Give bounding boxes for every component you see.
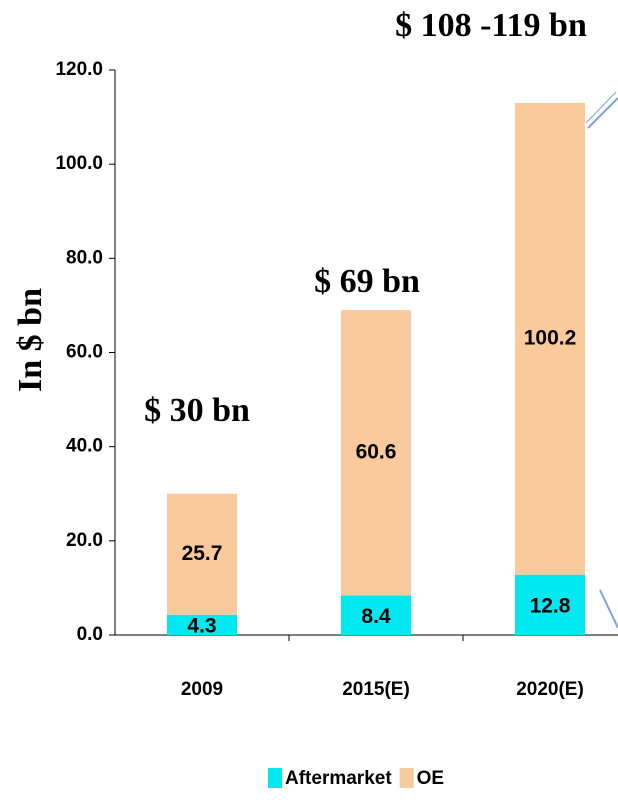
y-tick-label: 60.0 [66, 342, 103, 363]
annotation: $ 69 bn [314, 263, 420, 300]
y-tick-label: 0.0 [77, 624, 103, 645]
data-label: 100.2 [524, 326, 577, 349]
callout-line [587, 97, 618, 129]
y-tick-label: 100.0 [55, 153, 103, 174]
legend-label: OE [417, 768, 444, 789]
y-tick-label: 40.0 [66, 436, 103, 457]
bar-segment [167, 614, 237, 635]
callout-line [585, 91, 617, 124]
data-label: 8.4 [361, 605, 391, 628]
data-label: 60.6 [356, 440, 397, 463]
x-tick-label: 2015(E) [342, 679, 410, 700]
annotation: $ 30 bn [144, 392, 250, 429]
y-tick-label: 120.0 [55, 59, 103, 80]
data-label: 25.7 [182, 542, 223, 565]
legend-swatch [268, 768, 282, 788]
y-tick-label: 20.0 [66, 530, 103, 551]
y-tick-label: 80.0 [66, 247, 103, 268]
x-tick-label: 2020(E) [516, 679, 584, 700]
annotation: $ 108 -119 bn [395, 7, 587, 44]
bar-segment [515, 102, 585, 575]
y-axis-label: In $ bn [12, 288, 49, 392]
callout-line [599, 589, 618, 629]
bar-segment [341, 310, 411, 596]
bar-segment [515, 574, 585, 635]
data-label: 4.3 [187, 614, 216, 637]
data-label: 12.8 [530, 594, 571, 617]
legend-label: Aftermarket [285, 768, 392, 789]
bar-segment [167, 493, 237, 615]
x-tick-label: 2009 [181, 679, 223, 700]
legend-swatch [399, 768, 414, 788]
bar-segment [341, 595, 411, 635]
